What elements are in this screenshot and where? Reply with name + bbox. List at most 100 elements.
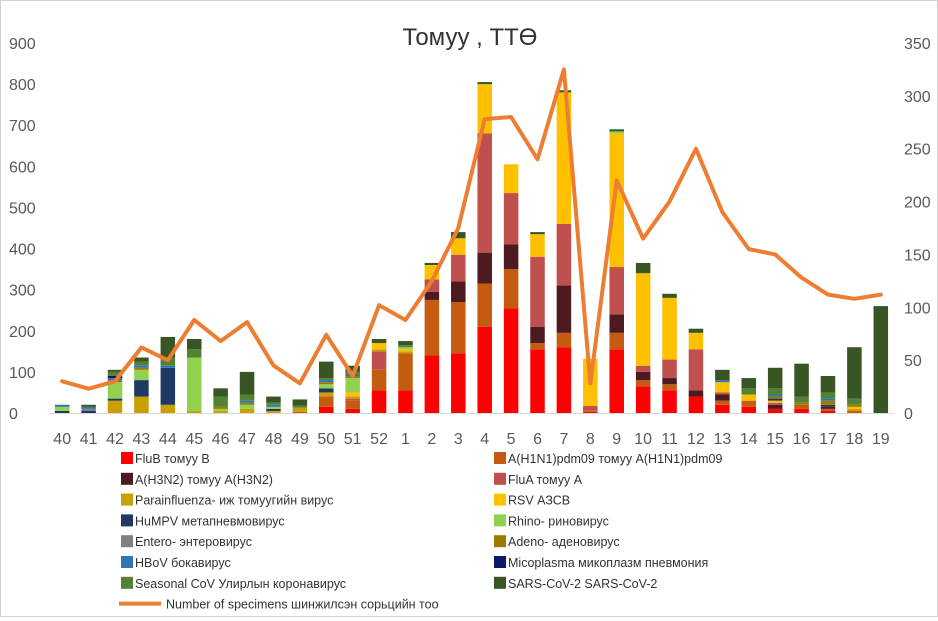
legend-swatch: [494, 472, 506, 485]
legend-label: Rhino- риновирус: [508, 514, 609, 528]
legend-label: HBoV бокавирус: [135, 556, 231, 570]
y-tick-label: 700: [9, 118, 36, 135]
y2-tick-label: 200: [904, 195, 931, 212]
bar-segment-4-7: [239, 408, 255, 413]
bar-segment-0-29: [820, 410, 836, 413]
bar-segment-1-13: [398, 353, 413, 391]
bar-segment-5-12: [371, 343, 387, 350]
bar-segment-5-13: [398, 349, 413, 352]
bar-segment-4-3: [134, 396, 149, 413]
bar-segment-12-5: [186, 349, 202, 358]
bar-segment-7-2: [107, 382, 123, 399]
bar-segment-13-25: [715, 369, 730, 381]
y-tick-label: 300: [9, 283, 36, 300]
bar-segment-9-28: [794, 402, 809, 405]
bar-segment-4-5: [186, 410, 202, 413]
bar-segment-13-2: [107, 369, 123, 372]
legend-swatch: [121, 514, 133, 527]
bar-segment-1-10: [319, 396, 334, 407]
bar-segment-2-22: [635, 371, 651, 381]
x-tick-label: 51: [344, 431, 362, 448]
bar-segment-4-13: [398, 351, 413, 354]
bar-segment-1-9: [292, 411, 308, 413]
bar-segment-10-7: [239, 400, 255, 403]
bar-segment-1-12: [371, 369, 387, 391]
bar-segment-0-14: [424, 355, 440, 413]
legend-label: FluB томуу B: [135, 452, 210, 466]
bar-segment-1-17: [503, 269, 519, 309]
x-tick-label: 4: [480, 431, 489, 448]
bar-segment-3-16: [477, 133, 492, 253]
bar-segment-13-13: [398, 341, 413, 346]
specimen-line: [60, 67, 883, 391]
bar-segment-1-14: [424, 299, 440, 356]
bar-segment-10-29: [820, 398, 836, 401]
bar-segment-0-23: [662, 390, 677, 413]
bar-segment-11-2: [107, 376, 123, 379]
bar-segment-3-15: [451, 254, 466, 282]
legend-swatch: [121, 493, 133, 506]
y-tick-label: 400: [9, 242, 36, 259]
legend-swatch: [121, 535, 133, 548]
bar-segment-13-10: [319, 361, 334, 379]
bar-segment-7-5: [186, 357, 202, 411]
bar-segment-13-18: [530, 232, 545, 235]
x-tick-label: 45: [185, 431, 203, 448]
bar-segment-2-17: [503, 244, 519, 270]
bar-segment-3-12: [371, 351, 387, 370]
legend-label: Parainfluenza- иж томуугийн вирус: [135, 494, 333, 508]
bar-segment-1-19: [556, 332, 572, 348]
bar-segment-12-6: [213, 396, 228, 407]
bar-segment-7-0: [54, 406, 70, 411]
bar-segment-5-26: [741, 394, 757, 401]
legend-swatch: [494, 576, 506, 589]
legend-swatch: [121, 576, 133, 589]
x-tick-label: 5: [507, 431, 516, 448]
bar-segment-2-18: [530, 326, 545, 344]
bar-segment-5-25: [715, 382, 730, 393]
bar-segment-5-18: [530, 234, 545, 257]
bar-segment-4-12: [371, 349, 387, 352]
bar-segment-9-3: [134, 367, 149, 370]
bar-segment-0-15: [451, 353, 466, 413]
bar-segment-4-11: [345, 396, 360, 399]
bar-segment-3-11: [345, 398, 360, 401]
bar-segment-6-8: [266, 408, 281, 411]
y-tick-label: 200: [9, 324, 36, 341]
x-tick-label: 3: [454, 431, 463, 448]
y-tick-label: 500: [9, 200, 36, 217]
bar-segment-4-9: [292, 407, 308, 412]
bar-segment-4-8: [266, 410, 281, 413]
bar-segment-13-3: [134, 357, 149, 362]
legend-label: FluA томуу A: [508, 473, 583, 487]
bar-segment-2-19: [556, 285, 572, 333]
bar-segment-12-26: [741, 388, 757, 395]
legend-swatch: [121, 556, 133, 568]
bar-segment-1-26: [741, 400, 757, 407]
bar-segment-2-21: [609, 314, 624, 333]
bar-segment-1-25: [715, 400, 730, 405]
bar-segment-6-29: [820, 404, 836, 407]
bar-segment-0-17: [503, 308, 519, 413]
bar-segment-7-21: [609, 131, 624, 134]
bar-segment-13-29: [820, 376, 836, 393]
bar-segment-5-21: [609, 133, 624, 268]
bar-segment-7-3: [134, 369, 149, 381]
legend-label: Entero- энтеровирус: [135, 535, 252, 549]
bar-segment-1-11: [345, 400, 360, 409]
bar-segment-5-23: [662, 297, 677, 360]
bar-segment-10-3: [134, 365, 149, 368]
bar-segment-0-22: [635, 386, 651, 413]
legend-label: A(H3N2) томуу A(H3N2): [135, 473, 273, 487]
legend-label: SARS-CoV-2 SARS-CoV-2: [508, 577, 657, 591]
bar-segment-6-1: [81, 410, 96, 413]
bar-segment-2-25: [715, 394, 730, 401]
bar-segment-3-27: [767, 402, 783, 405]
bar-segment-3-23: [662, 359, 677, 379]
bar-segment-13-24: [688, 328, 704, 333]
bar-segment-2-23: [662, 378, 677, 385]
bar-segment-2-24: [688, 390, 704, 397]
bar-segment-9-27: [767, 396, 783, 399]
bar-segment-0-26: [741, 406, 757, 413]
